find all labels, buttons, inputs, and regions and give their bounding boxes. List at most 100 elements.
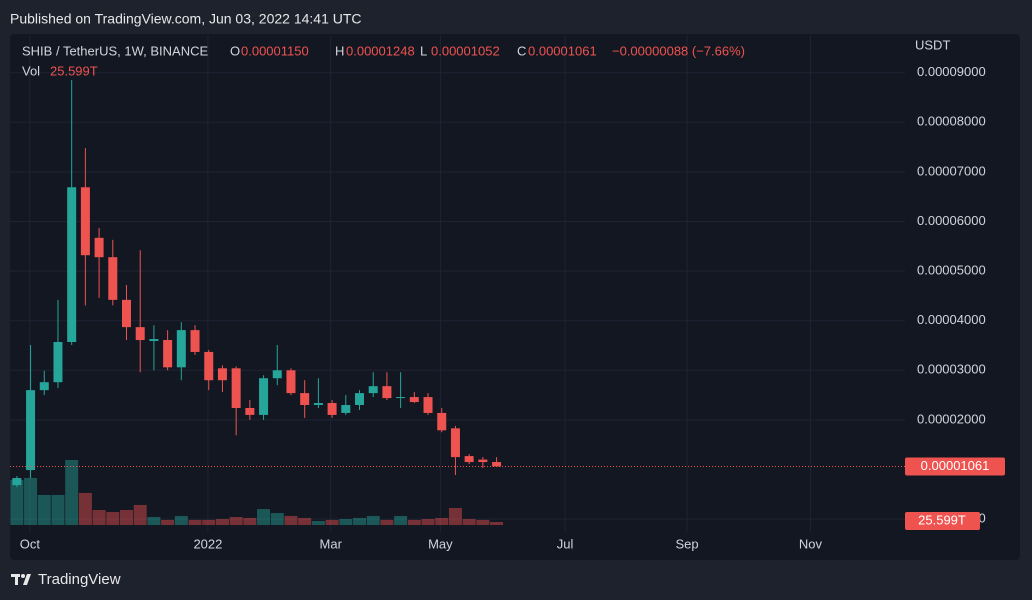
candle-body (149, 339, 159, 342)
candle-body (217, 368, 227, 381)
volume-bar (147, 517, 161, 525)
y-tick-label: 0.00003000 (917, 362, 986, 377)
candle-body (286, 370, 296, 394)
candle-body (382, 386, 392, 399)
candle-body (163, 340, 173, 368)
volume-bar (339, 519, 353, 525)
candle-body (341, 405, 351, 413)
volume-bar (65, 460, 79, 525)
candle-body (368, 386, 378, 394)
volume-bar (490, 521, 504, 525)
candle-body (108, 257, 118, 300)
last-price-box (905, 457, 1005, 476)
publisher-note: Published on TradingView.com, Jun 03, 20… (10, 11, 362, 27)
volume-bar (394, 515, 408, 525)
chart-pane (10, 34, 1020, 560)
volume-bar (257, 509, 271, 525)
ohlc-key: C (517, 43, 526, 58)
logo-shape (15, 574, 18, 585)
candle-body (53, 342, 63, 383)
brand-logo (11, 574, 31, 585)
ohlc-key: O (230, 43, 240, 58)
price-axis-unit: USDT (915, 37, 950, 52)
y-tick-label: 0.00007000 (917, 163, 986, 178)
x-tick-label: Oct (20, 536, 41, 551)
change: −0.00000088 (−7.66%) (612, 43, 745, 58)
volume-bar (284, 515, 298, 525)
volume-bar (311, 521, 325, 525)
y-tick-label: 0.00006000 (917, 213, 986, 228)
candle-body (355, 393, 365, 406)
ohlc-key: H (335, 43, 344, 58)
candle-body (396, 397, 406, 399)
volume-bar (407, 519, 421, 525)
volume-bar (325, 519, 339, 525)
candle-body (12, 478, 22, 486)
ohlc-value: 0.00001061 (528, 43, 597, 58)
volume-bar (202, 519, 216, 525)
ohlc-value: 0.00001052 (431, 43, 500, 58)
volume-bar (215, 519, 229, 525)
candle-body (67, 187, 77, 343)
volume-bar (24, 477, 38, 525)
x-tick-label: Jul (557, 536, 574, 551)
x-tick-label: May (428, 536, 453, 551)
volume-bar (380, 519, 394, 525)
volume-bar (120, 509, 134, 525)
candle-body (478, 459, 488, 463)
candle-body (272, 370, 282, 379)
volume-bar (353, 517, 367, 525)
volume-bar (229, 517, 243, 525)
volume-bar (435, 517, 449, 525)
candle-body (80, 187, 90, 256)
volume-bar (366, 515, 380, 525)
volume-bar (448, 507, 462, 525)
y-tick-label: 0.00009000 (917, 64, 986, 79)
y-tick-label: 0.00004000 (917, 312, 986, 327)
x-tick-label: 2022 (193, 536, 222, 551)
candle-body (450, 428, 460, 458)
y-tick-label: 0.00005000 (917, 263, 986, 278)
volume-bar (37, 494, 51, 525)
x-tick-label: Mar (320, 536, 343, 551)
x-tick-label: Sep (676, 536, 699, 551)
brand-name: TradingView (38, 571, 121, 588)
volume-label-box (905, 512, 980, 530)
candle-body (204, 351, 214, 381)
volume-bar (10, 479, 24, 525)
ohlc-value: 0.00001150 (241, 43, 309, 58)
last-price-label: 0.00001061 (921, 458, 990, 473)
candle-body (122, 299, 132, 328)
y-tick-label: 0.00002000 (917, 411, 986, 426)
volume-bar (270, 513, 284, 525)
y-tick-label: 0.00008000 (917, 114, 986, 129)
volume-bar (174, 515, 188, 525)
volume-bar (421, 519, 435, 525)
candle-body (464, 456, 474, 463)
candle-body (135, 327, 145, 341)
volume-bar (51, 494, 65, 525)
volume-bar (78, 492, 92, 525)
volume-bar (161, 519, 175, 525)
candle-body (39, 382, 49, 391)
candle-body (313, 403, 323, 406)
candle-body (423, 397, 433, 413)
volume-legend-value: 25.599T (50, 63, 98, 78)
volume-bar (462, 519, 476, 525)
candle-body (437, 412, 447, 431)
candle-body (94, 237, 104, 258)
symbol: SHIB / TetherUS, 1W, BINANCE (22, 43, 208, 58)
plot (10, 35, 905, 532)
logo-shape (21, 574, 25, 578)
ohlc-value: 0.00001248 (346, 43, 415, 58)
volume-name: Vol (22, 63, 40, 78)
ohlc-key: L (420, 43, 427, 58)
candle-body (245, 407, 255, 415)
volume-axis-label: 25.599T (918, 512, 966, 527)
volume-bar (476, 519, 490, 525)
volume-bar (298, 517, 312, 525)
x-tick-label: Nov (799, 536, 823, 551)
volume-bar (92, 509, 106, 525)
volume-bar (106, 511, 120, 525)
